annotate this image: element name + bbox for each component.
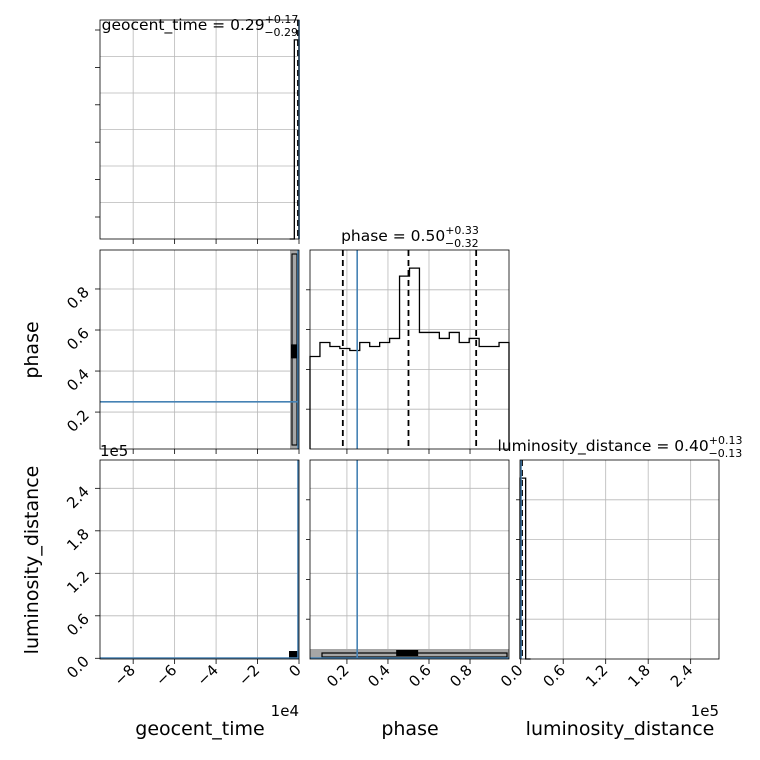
ytick-label-phase-0: 0.2: [63, 406, 93, 436]
frame-layer: [95, 19, 720, 664]
title-lower-geocent_time: −0.29: [264, 26, 298, 39]
ytick-label-luminosity_distance-3: 1.8: [63, 525, 93, 555]
xtick-label-luminosity_distance-0: 0.0: [497, 661, 527, 691]
histogram-geocent_time: [289, 39, 300, 240]
xtick-label-phase-0: 0.2: [323, 661, 353, 691]
title-text-luminosity_distance: luminosity_distance = 0.40: [498, 437, 709, 456]
offset-text-x-geocent_time: 1e4: [271, 702, 299, 720]
title-text-phase: phase = 0.50: [341, 227, 445, 245]
title-upper-phase: +0.33: [445, 224, 479, 237]
xtick-label-phase-3: 0.8: [446, 661, 476, 691]
data-layer: [100, 20, 531, 660]
panel-frame-phase-phase: [309, 249, 510, 450]
density-peak-dist-geocent: [289, 651, 298, 659]
title-lower-phase: −0.32: [445, 237, 479, 250]
xtick-label-geocent_time-1: −6: [152, 661, 180, 689]
panel-title-luminosity_distance: luminosity_distance = 0.40+0.13 −0.13: [498, 434, 743, 460]
panel-frame-luminosity_distance-luminosity_distance: [519, 459, 720, 660]
ytick-label-luminosity_distance-2: 1.2: [63, 567, 93, 597]
panel-frame-geocent_time-luminosity_distance: [99, 459, 300, 660]
grid-layer: [100, 20, 719, 659]
xlabel-luminosity_distance: luminosity_distance: [526, 718, 715, 740]
offset-text-x-luminosity_distance: 1e5: [691, 702, 719, 720]
panel-title-phase: phase = 0.50+0.33 −0.32: [341, 224, 479, 250]
ytick-label-luminosity_distance-1: 0.6: [63, 610, 93, 640]
ylabel-phase: phase: [21, 321, 43, 378]
xtick-label-geocent_time-3: −2: [235, 661, 263, 689]
xtick-label-geocent_time-0: −8: [111, 661, 139, 689]
ylabel-luminosity_distance: luminosity_distance: [21, 466, 43, 655]
xlabel-phase: phase: [381, 718, 438, 740]
title-upper-geocent_time: +0.17: [265, 13, 299, 26]
xtick-label-luminosity_distance-2: 1.2: [582, 661, 612, 691]
panel-frame-phase-luminosity_distance: [309, 459, 510, 660]
ytick-label-luminosity_distance-4: 2.4: [63, 482, 93, 512]
xtick-label-phase-2: 0.6: [405, 661, 435, 691]
xtick-label-geocent_time-2: −4: [194, 661, 222, 689]
xtick-label-phase-1: 0.4: [364, 661, 394, 691]
panel-frame-geocent_time-phase: [99, 249, 300, 450]
panel-frame-geocent_time-geocent_time: [99, 19, 300, 240]
histogram-phase: [309, 267, 510, 449]
title-text-geocent_time: geocent_time = 0.29: [102, 16, 265, 35]
density-peak-phase-geocent: [291, 344, 299, 359]
ytick-label-phase-2: 0.6: [63, 324, 93, 354]
density-layer: [289, 250, 509, 659]
title-upper-luminosity_distance: +0.13: [709, 434, 743, 447]
text-layer: −8 −6 −4 −2 0 0.2 0.4 0.6 0.8 0.0 0.6 1.2 1.8 2.4 0.2 0…: [21, 13, 742, 740]
density-peak-dist-phase: [396, 650, 419, 656]
ytick-label-phase-1: 0.4: [63, 365, 93, 395]
xtick-label-luminosity_distance-1: 0.6: [539, 661, 569, 691]
ytick-label-luminosity_distance-0: 0.0: [63, 652, 93, 682]
xlabel-geocent_time: geocent_time: [135, 718, 264, 740]
ytick-label-phase-3: 0.8: [63, 283, 93, 313]
xtick-label-luminosity_distance-4: 2.4: [667, 661, 697, 691]
xtick-label-luminosity_distance-3: 1.8: [624, 661, 654, 691]
title-lower-luminosity_distance: −0.13: [708, 447, 742, 460]
panel-title-geocent_time: geocent_time = 0.29+0.17 −0.29: [102, 13, 299, 39]
xtick-label-geocent_time-4: 0: [285, 661, 304, 680]
offset-text-y-luminosity_distance: 1e5: [100, 442, 128, 460]
